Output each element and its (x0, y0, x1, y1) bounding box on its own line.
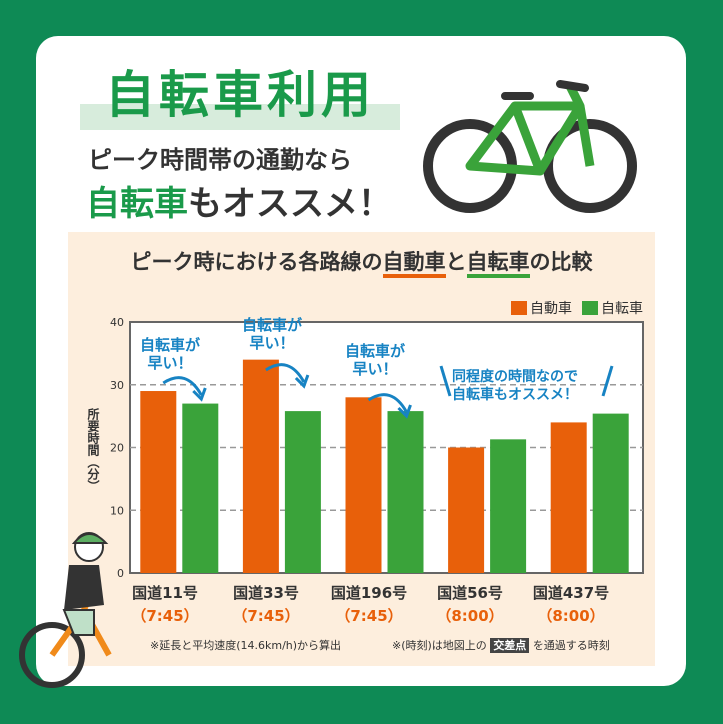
title-text: 自転車利用 (105, 66, 375, 124)
annotation-similar: 同程度の時間なので 自転車もオススメ！ (452, 368, 578, 404)
x-label: 国道56号 （8:00） (415, 582, 525, 626)
subtitle-rest: もオススメ！ (188, 184, 392, 224)
note-time: ※(時刻)は地図上の 交差点 を通過する時刻 (392, 637, 610, 653)
note-post: を通過する時刻 (532, 639, 610, 652)
bar-car (550, 422, 587, 573)
ann-line: 自転車が (140, 336, 201, 354)
chart-title: ピーク時における各路線の自動車と自転車の比較 (68, 246, 655, 278)
legend-label: 自転車 (601, 301, 643, 317)
ann-line: 自転車もオススメ！ (452, 387, 578, 403)
annotation-faster-1: 自転車が 早い！ (140, 336, 200, 372)
bicycle-icon (423, 80, 637, 213)
x-tick: 国道196号 (330, 584, 408, 602)
x-time: （8:00） (537, 607, 605, 625)
ct-car: 自動車 (382, 250, 446, 278)
ct-pre: ピーク時における各路線の (130, 250, 383, 274)
y-tick-label: 40 (110, 316, 124, 329)
bar-car (140, 391, 177, 573)
y-tick-label: 20 (110, 442, 124, 455)
bar-car (448, 447, 485, 573)
legend-car: 自動車 (511, 298, 572, 318)
ann-line: 早い！ (147, 354, 193, 372)
x-label: 国道196号 （7:45） (314, 582, 424, 626)
arrow-icon (265, 363, 306, 383)
y-tick-label: 10 (110, 504, 124, 517)
arrow-head-icon (397, 404, 412, 419)
legend: 自動車 自転車 (511, 298, 643, 318)
subtitle-1: ピーク時間帯の通勤なら (88, 146, 352, 174)
x-time: （8:00） (436, 607, 504, 625)
x-time: （7:45） (232, 607, 300, 625)
emphasis-mark (439, 365, 452, 397)
y-axis-label: 所要時間（分） (86, 408, 100, 492)
arrow-head-icon (192, 387, 207, 402)
arrow-head-icon (294, 374, 310, 389)
bar-bike (490, 439, 527, 573)
annotation-faster-2: 自転車が 早い！ (242, 316, 302, 352)
note-box: 交差点 (490, 638, 530, 653)
bar-car (242, 359, 279, 573)
ann-line: 同程度の時間なので (452, 369, 578, 385)
note-pre: ※(時刻)は地図上の (392, 639, 487, 652)
cyclist-illustration (19, 532, 112, 688)
x-tick: 国道33号 (233, 584, 299, 602)
bar-bike (387, 411, 424, 573)
annotation-faster-3: 自転車が 早い！ (345, 342, 405, 378)
x-tick: 国道437号 (532, 584, 610, 602)
x-label: 国道33号 （7:45） (211, 582, 321, 626)
ct-bike: 自転車 (466, 250, 530, 278)
y-tick-label: 0 (117, 567, 124, 580)
legend-bike: 自転車 (582, 298, 643, 318)
x-time: （7:45） (335, 607, 403, 625)
emphasis-mark (601, 365, 614, 397)
legend-swatch-car (511, 301, 527, 315)
subtitle-highlight: 自転車 (86, 184, 188, 224)
page-title: 自転車利用 (80, 62, 400, 130)
x-tick: 国道11号 (132, 584, 198, 602)
ann-line: 自転車が (345, 342, 406, 360)
note-calculation: ※延長と平均速度(14.6km/h)から算出 (150, 639, 342, 652)
x-tick: 国道56号 (437, 584, 503, 602)
legend-label: 自動車 (530, 301, 572, 317)
ann-line: 自転車が (242, 316, 303, 334)
bar-bike (284, 411, 321, 573)
arrow-icon (367, 393, 408, 413)
bar-bike (182, 403, 219, 573)
arrow-icon (162, 376, 203, 396)
ann-line: 早い！ (352, 360, 398, 378)
x-time: （7:45） (131, 607, 199, 625)
x-label: 国道437号 （8:00） (516, 582, 626, 626)
x-label: 国道11号 （7:45） (110, 582, 220, 626)
bar-car (345, 397, 382, 573)
subtitle-2: 自転車もオススメ！ (86, 176, 392, 225)
bar-bike (592, 413, 629, 573)
legend-swatch-bike (582, 301, 598, 315)
ct-mid: と (445, 250, 467, 274)
y-tick-label: 30 (110, 379, 124, 392)
ct-post: の比較 (529, 250, 593, 274)
ann-line: 早い！ (249, 334, 295, 352)
